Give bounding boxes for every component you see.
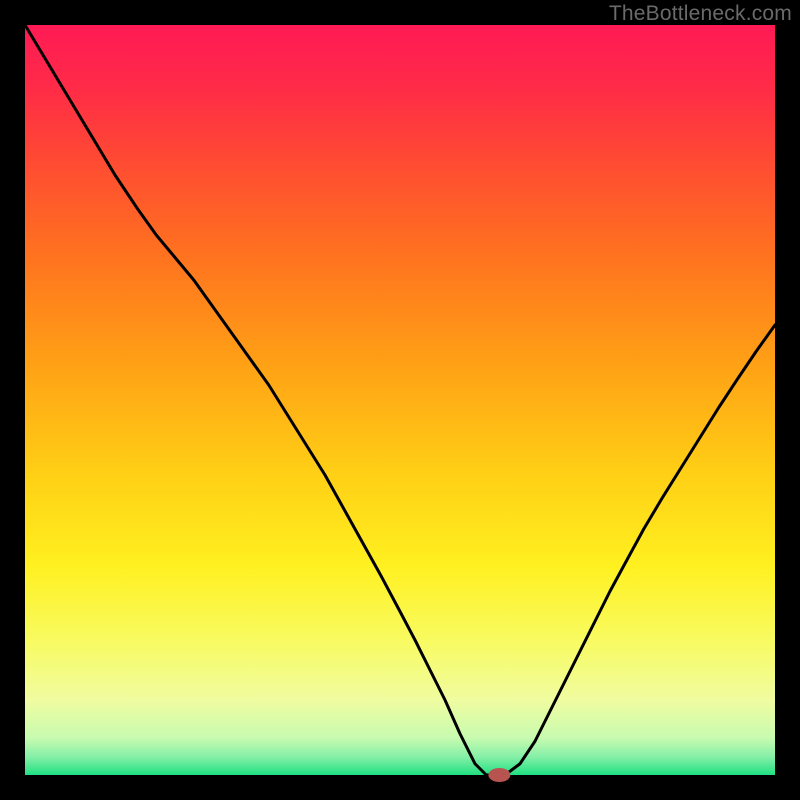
bottleneck-chart	[0, 0, 800, 800]
watermark-text: TheBottleneck.com	[609, 2, 792, 26]
chart-gradient-background	[25, 25, 775, 775]
chart-container: TheBottleneck.com	[0, 0, 800, 800]
optimal-point-marker	[488, 768, 510, 782]
